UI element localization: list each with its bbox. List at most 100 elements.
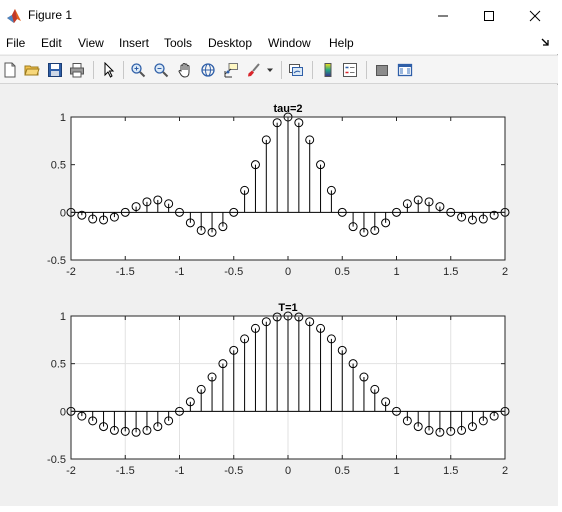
zoom-in-button[interactable]: [128, 60, 148, 80]
x-tick-label: 2: [502, 465, 508, 477]
menu-desktop[interactable]: Desktop: [208, 36, 253, 50]
stem-marker: [77, 210, 87, 220]
link-plot-button[interactable]: [286, 60, 306, 80]
y-tick-label: 0: [60, 406, 66, 418]
x-tick-label: -0.5: [224, 266, 243, 278]
stem-marker: [261, 317, 271, 327]
stem-marker: [142, 425, 152, 435]
menu-help[interactable]: Help: [329, 36, 354, 50]
minimize-button[interactable]: [420, 0, 466, 32]
stem-marker: [229, 207, 239, 217]
menu-view[interactable]: View: [78, 36, 104, 50]
hide-plot-tools-icon: [376, 65, 388, 76]
y-tick-label: 0.5: [51, 160, 66, 172]
stem-marker: [99, 422, 109, 432]
stem-marker: [457, 212, 467, 222]
y-tick-label: 1: [60, 311, 66, 323]
stem-marker: [402, 416, 412, 426]
stem-marker: [337, 345, 347, 355]
edit-plot-arrow-icon: [104, 62, 115, 78]
edit-plot-button[interactable]: [99, 60, 119, 80]
stem-marker: [370, 225, 380, 235]
close-button[interactable]: [512, 0, 558, 32]
x-tick-label: 1: [393, 465, 399, 477]
x-tick-label: -1.5: [116, 266, 135, 278]
minimize-icon: [438, 15, 448, 17]
open-file-icon: [24, 65, 40, 76]
stem-marker: [109, 212, 119, 222]
stem-marker: [196, 225, 206, 235]
rotate-3d-button[interactable]: [198, 60, 218, 80]
toolbar-separator: [93, 61, 94, 79]
new-figure-button[interactable]: [0, 60, 20, 80]
y-tick-label: -0.5: [47, 255, 66, 267]
plots-svg: -2 -1.5 -1 -0.5 0 0.5 1 1.5 2 -0.5 0 0.5 1 tau=2 -2 -1.…: [47, 103, 510, 477]
menu-window[interactable]: Window: [268, 36, 311, 50]
brush-icon: [248, 63, 260, 77]
pan-hand-icon: [178, 62, 190, 78]
menu-insert[interactable]: Insert: [119, 36, 150, 50]
legend-icon: [343, 63, 357, 77]
print-button[interactable]: [67, 60, 87, 80]
menu-file[interactable]: File: [6, 36, 26, 50]
stem-marker: [446, 207, 456, 217]
stem-marker: [207, 227, 217, 237]
legend-button[interactable]: [340, 60, 360, 80]
show-plot-tools-button[interactable]: [395, 60, 415, 80]
y-tick-label: 1: [60, 112, 66, 124]
stem-marker: [120, 207, 130, 217]
maximize-icon: [484, 11, 494, 21]
title-bar: Figure 1: [0, 0, 558, 32]
stem-marker: [337, 207, 347, 217]
save-button[interactable]: [45, 60, 65, 80]
stem-marker: [109, 425, 119, 435]
stem-marker: [348, 359, 358, 369]
open-file-button[interactable]: [22, 60, 42, 80]
brush-dropdown-button[interactable]: [264, 60, 276, 80]
x-tick-label: -2: [66, 266, 76, 278]
stem-marker: [272, 312, 282, 322]
stem-marker: [326, 185, 336, 195]
hide-plot-tools-button[interactable]: [372, 60, 392, 80]
x-tick-label: 1: [393, 266, 399, 278]
stem-marker: [424, 197, 434, 207]
x-tick-label: 0.5: [335, 266, 350, 278]
toolbar-separator: [281, 61, 282, 79]
stem-marker: [250, 160, 260, 170]
y-tick-label: 0.5: [51, 359, 66, 371]
y-tick-label: 0: [60, 207, 66, 219]
stem-marker: [305, 135, 315, 145]
menu-tools[interactable]: Tools: [164, 36, 193, 50]
stem-marker: [77, 411, 87, 421]
stem-marker: [326, 334, 336, 344]
colorbar-button[interactable]: [318, 60, 338, 80]
x-tick-label: 0: [285, 465, 291, 477]
stem-marker: [316, 323, 326, 333]
rotate-3d-icon: [201, 63, 215, 77]
stem-marker: [478, 214, 488, 224]
stem-marker: [175, 406, 184, 416]
stem-marker: [294, 312, 304, 322]
stem-marker: [240, 334, 250, 344]
brush-button[interactable]: [244, 60, 264, 80]
data-cursor-button[interactable]: [221, 60, 241, 80]
stem-marker: [240, 185, 250, 195]
y-tick-label: -0.5: [47, 454, 66, 466]
stem-marker: [164, 416, 174, 426]
toolbar-separator: [312, 61, 313, 79]
new-figure-icon: [4, 62, 16, 78]
stem-marker: [467, 422, 477, 432]
maximize-button[interactable]: [466, 0, 512, 32]
stem-marker: [381, 397, 391, 407]
x-tick-label: -1.5: [116, 465, 135, 477]
stem-marker: [185, 218, 195, 228]
zoom-out-button[interactable]: [151, 60, 171, 80]
stem-marker: [88, 416, 98, 426]
dock-arrow-icon[interactable]: [540, 37, 550, 47]
x-tick-label: 0: [285, 266, 291, 278]
stem-marker: [207, 372, 217, 382]
stem-marker: [142, 197, 152, 207]
menu-edit[interactable]: Edit: [41, 36, 62, 50]
pan-button[interactable]: [175, 60, 195, 80]
